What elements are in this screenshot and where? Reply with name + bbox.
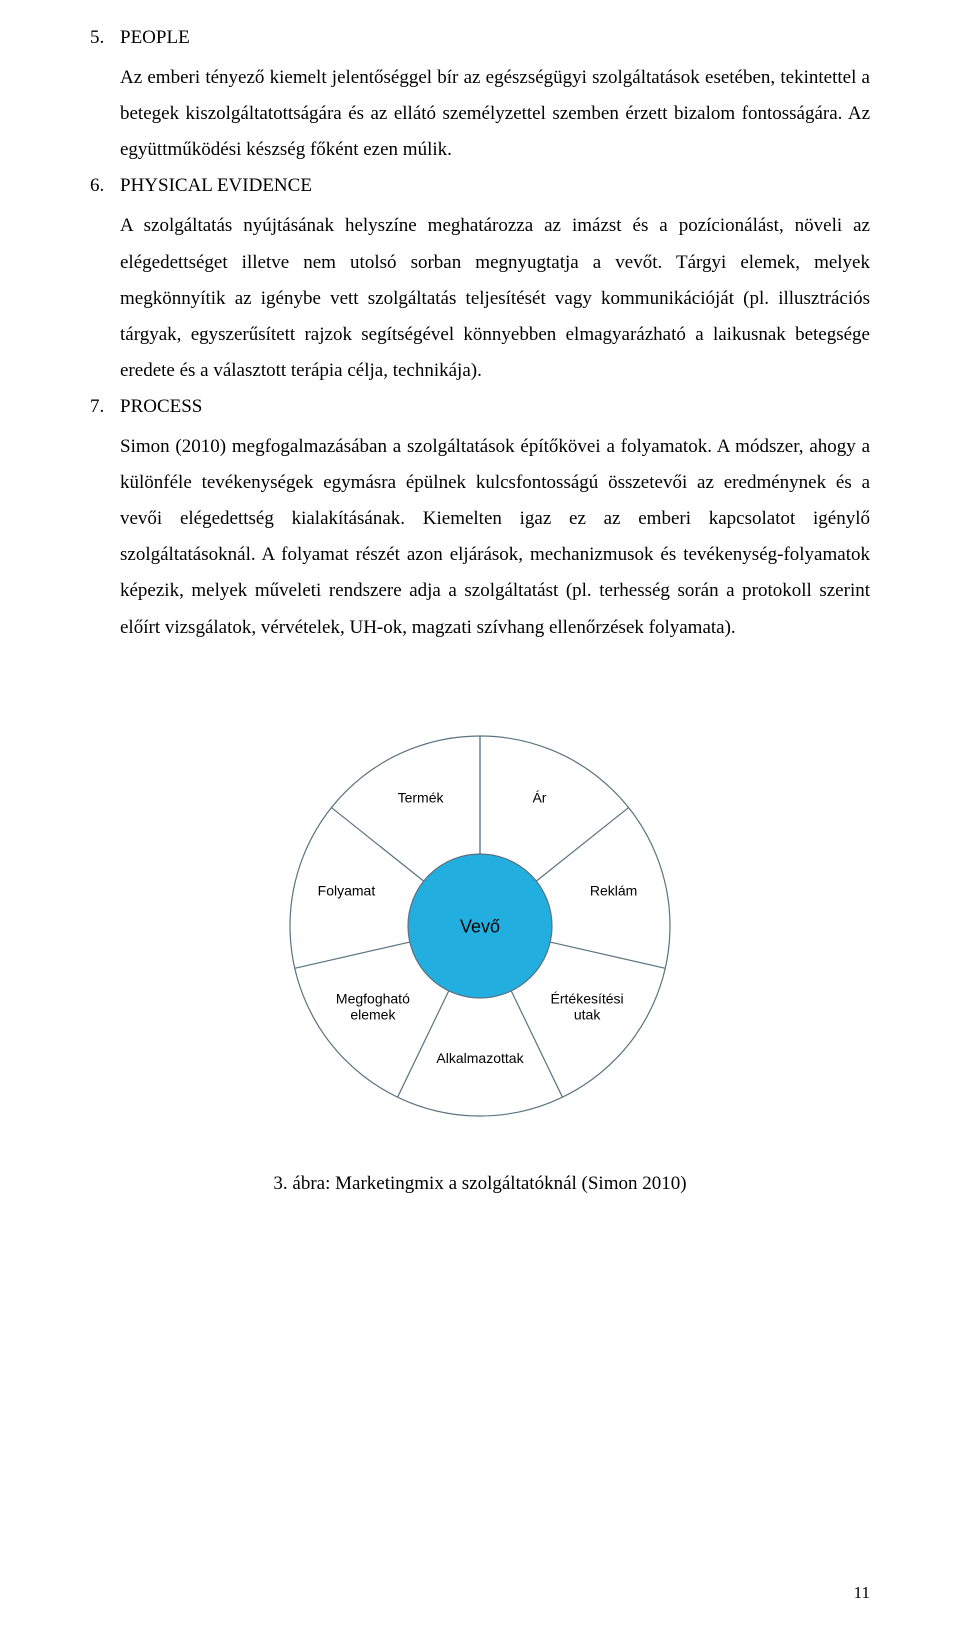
page-number: 11 <box>854 1577 870 1609</box>
wheel-center-label: Vevő <box>460 916 500 936</box>
section-7-number: 7. <box>90 389 104 425</box>
section-7-header: 7. PROCESS <box>90 389 870 425</box>
section-5-title: PEOPLE <box>120 27 190 48</box>
wheel-slice-label: Alkalmazottak <box>436 1050 524 1066</box>
section-5-body: Az emberi tényező kiemelt jelentőséggel … <box>90 60 870 168</box>
wheel-slice-label: Reklám <box>590 882 637 898</box>
figure-caption: 3. ábra: Marketingmix a szolgáltatóknál … <box>90 1166 870 1202</box>
document-page: 5. PEOPLE Az emberi tényező kiemelt jele… <box>0 0 960 1639</box>
section-6-title: PHYSICAL EVIDENCE <box>120 175 312 196</box>
marketingmix-wheel-diagram: ÁrReklámÉrtékesítésiutakAlkalmazottakMeg… <box>270 716 690 1136</box>
section-5-header: 5. PEOPLE <box>90 20 870 56</box>
wheel-slice-label: Termék <box>398 789 445 805</box>
section-5-number: 5. <box>90 20 104 56</box>
wheel-slice-label: Ár <box>532 789 546 805</box>
section-6-number: 6. <box>90 168 104 204</box>
diagram-container: ÁrReklámÉrtékesítésiutakAlkalmazottakMeg… <box>90 716 870 1136</box>
wheel-slice-label: Folyamat <box>318 882 376 898</box>
section-7-title: PROCESS <box>120 396 202 417</box>
section-7-body: Simon (2010) megfogalmazásában a szolgál… <box>90 429 870 646</box>
section-6-body: A szolgáltatás nyújtásának helyszíne meg… <box>90 208 870 388</box>
section-6-header: 6. PHYSICAL EVIDENCE <box>90 168 870 204</box>
